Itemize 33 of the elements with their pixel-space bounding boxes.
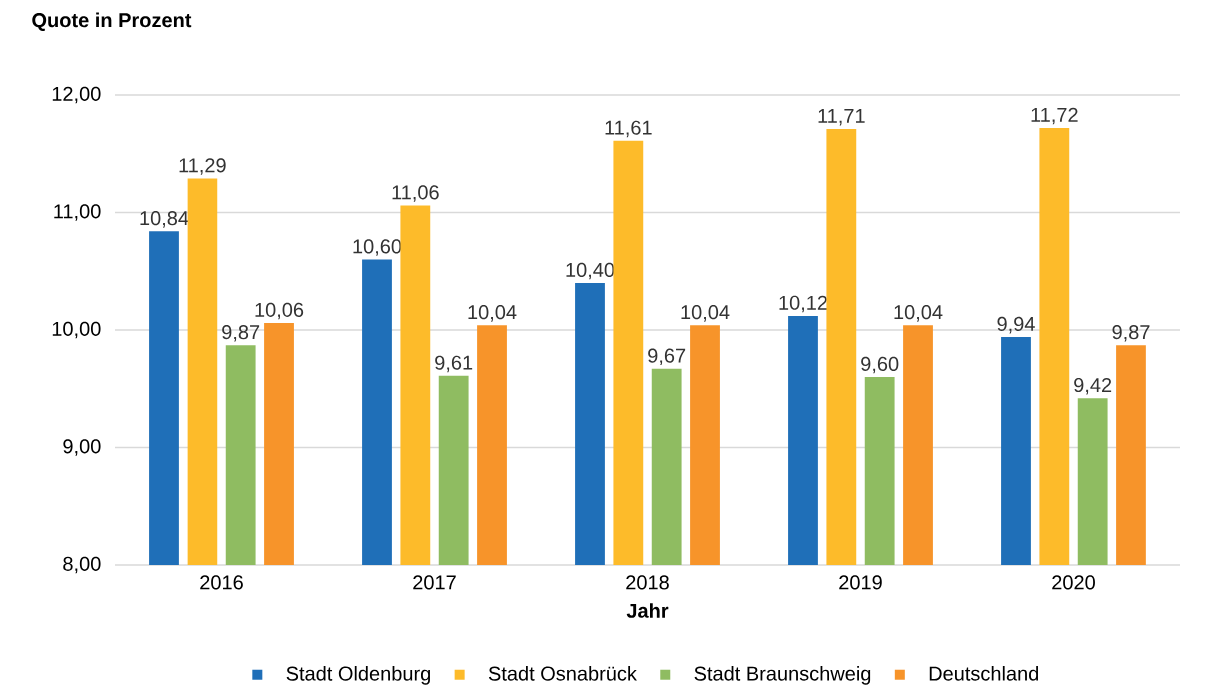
x-tick-label: 2019: [839, 575, 882, 590]
data-label: 10,84: [140, 211, 189, 228]
data-label: 9,94: [997, 316, 1035, 334]
x-axis-title: Jahr: [626, 603, 669, 618]
data-label: 11,72: [1031, 107, 1078, 125]
data-label: 11,29: [179, 158, 226, 175]
data-label: 10,04: [468, 305, 517, 322]
x-tick-label: 2016: [200, 575, 243, 590]
y-tick-label: 9,00: [63, 439, 101, 456]
data-label: 9,87: [222, 325, 260, 342]
data-label: 11,06: [392, 185, 439, 202]
data-label: 9,60: [861, 356, 899, 374]
data-label: 9,61: [435, 355, 473, 373]
data-label: 9,42: [1074, 377, 1112, 395]
x-tick-label: 2020: [1052, 575, 1095, 590]
data-label: 11,71: [818, 109, 865, 126]
x-tick-label: 2018: [626, 575, 669, 590]
y-tick-label: 10,00: [52, 321, 101, 339]
y-tick-label: 11,00: [54, 204, 101, 221]
y-tick-label: 12,00: [52, 86, 101, 104]
legend-label: Deutschland: [929, 666, 1039, 681]
data-label: 9,87: [1112, 325, 1150, 342]
y-tick-label: 8,00: [63, 556, 101, 574]
legend-label: Stadt Osnabrück: [488, 666, 637, 681]
data-label: 10,04: [681, 305, 730, 322]
data-label: 10,06: [255, 302, 304, 320]
chart-title: Quote in Prozent: [32, 12, 192, 32]
data-label: 11,61: [605, 120, 652, 138]
data-label: 9,67: [648, 348, 686, 366]
legend-label: Stadt Oldenburg: [286, 666, 430, 685]
x-tick-label: 2017: [413, 575, 456, 590]
data-label: 10,04: [894, 305, 943, 322]
legend-label: Stadt Braunschweig: [694, 666, 871, 685]
